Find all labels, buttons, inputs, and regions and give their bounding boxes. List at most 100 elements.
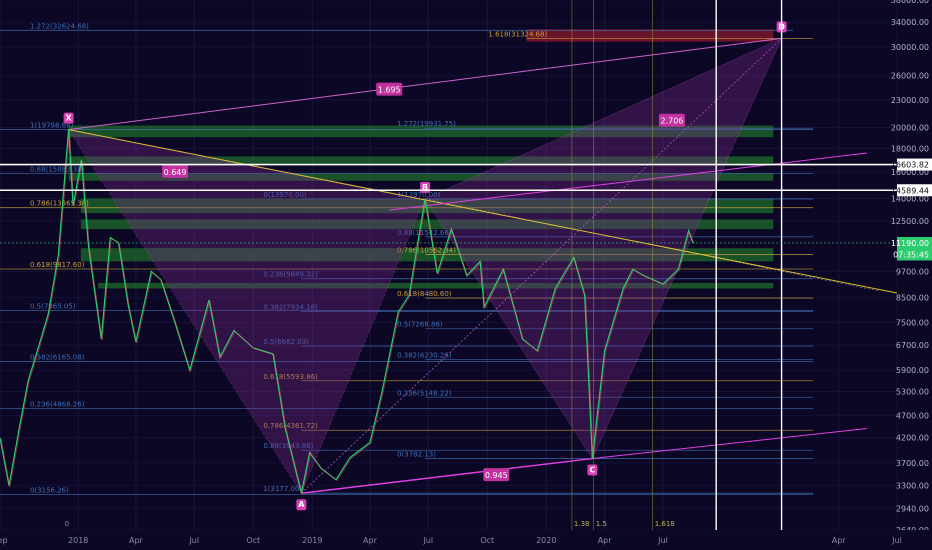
time-tick-label: Oct: [246, 536, 260, 545]
fib-level-label: 0.382(6165.08): [30, 353, 85, 361]
price-tick-label: 5300.00: [896, 387, 929, 396]
fib-level-label: 0.618(9817.60): [30, 261, 85, 269]
fib-level-label: 1.272(32624.68): [30, 22, 89, 30]
fib-levels: 1.272(32624.68) 1.618(31324.68) 1(19798.68…: [0, 22, 814, 495]
fib-level-label: 0.786(10562.34): [397, 246, 456, 254]
fib-time-label: 1.618: [655, 520, 675, 528]
price-tick-label: 14000.00: [891, 194, 929, 203]
price-tick-label: 2940.00: [896, 505, 929, 514]
fib-level-label: 0.382(7934.18): [263, 303, 318, 311]
time-tick-label: Apr: [598, 536, 613, 545]
countdown-badge: [897, 248, 932, 261]
ratio-badge: [376, 82, 403, 96]
pattern-point-badge: [63, 112, 74, 124]
time-tick-label: Jul: [188, 536, 199, 545]
fib-level-label: 0.5(7965.05): [30, 303, 76, 311]
trend-line-lower: [592, 427, 867, 460]
fib-level-label: 0.618(8480.60): [397, 290, 452, 298]
trend-line-yellow: [68, 129, 898, 294]
fib-level-label: 0(13970.00): [263, 191, 307, 199]
fib-zone: [68, 173, 774, 181]
fib-zone: [68, 156, 774, 164]
fib-level-label: 0.88(15883.38): [30, 165, 85, 173]
ratio-label: 1.695: [378, 86, 401, 95]
price-tick-label: 20000.00: [891, 124, 929, 133]
fib-time-label: 1.38: [574, 520, 590, 528]
ratio-label: 0.945: [485, 471, 508, 480]
pattern-point-label: A: [298, 500, 305, 509]
fib-level-label: 0.236(9849.32): [263, 271, 318, 279]
price-tick-label: 3300.00: [896, 482, 929, 491]
time-tick-label: Jul: [422, 536, 433, 545]
fib-zone: [98, 282, 774, 289]
current-price-badge: [897, 236, 932, 249]
ratio-badge: [483, 468, 510, 482]
price-tick-label: 3700.00: [896, 459, 929, 468]
fib-level-label: 0.236(4868.26): [30, 400, 85, 408]
ratio-badge: [162, 164, 189, 178]
fib-time-label: 1.5: [596, 520, 607, 528]
pattern-ac-line: [301, 457, 593, 494]
pattern-xd-line: [68, 37, 782, 131]
price-marker-label: 16603.82: [891, 161, 929, 170]
fib-level-label: 0.5(7268.86): [397, 321, 443, 329]
fib-level-label: 1(13970.00): [397, 191, 441, 199]
countdown-label: 07:35:45: [893, 250, 929, 259]
time-tick-label: 2018: [68, 536, 88, 545]
price-tick-label: 34000.00: [891, 18, 929, 27]
price-tick-label: 6700.00: [896, 341, 929, 350]
price-line-shadow: [0, 130, 695, 495]
fib-level-label: 0.382(6230.26): [397, 351, 452, 359]
price-tick-label: 30000.00: [891, 43, 929, 52]
fib-level-label: 1.272(19931.75): [397, 120, 456, 128]
trend-dotted-line: [425, 198, 878, 292]
time-tick-label: 2019: [302, 536, 322, 545]
fib-zone: [68, 125, 774, 138]
pattern-point-label: C: [590, 466, 596, 475]
pattern-point-badge: [296, 499, 307, 511]
fib-level-label: 0(3782.13): [397, 451, 436, 459]
origin-time-label: 0: [65, 520, 69, 528]
price-series: [0, 129, 695, 495]
fib-level-label: 0.618(5593.86): [263, 373, 318, 381]
price-marker-label: 14589.44: [891, 186, 929, 195]
trend-line-upper: [389, 152, 867, 211]
fib-level-label: 0.786(13365.38): [30, 200, 89, 208]
time-tick-label: Oct: [480, 536, 494, 545]
time-tick-label: 2020: [536, 536, 556, 545]
current-price-label: 11190.00: [891, 239, 929, 248]
price-tick-label: 8500.00: [896, 294, 929, 303]
price-tick-label: 16000.00: [891, 168, 929, 177]
pattern-point-badge: [587, 464, 598, 476]
time-tick-label: Jul: [891, 536, 902, 545]
price-tick-label: 7500.00: [896, 318, 929, 327]
fib-level-label: 0.88(11542.66): [397, 229, 452, 237]
time-axis[interactable]: Sep 2018 Apr Jul Oct 2019 Apr Jul Oct 2020 Apr Jul A…: [0, 530, 932, 550]
pattern-point-label: B: [422, 183, 428, 192]
time-tick-label: Apr: [832, 536, 847, 545]
price-tick-label: 18000.00: [891, 145, 929, 154]
price-tick-label: 23000.00: [891, 96, 929, 105]
harmonic-pattern[interactable]: [67, 37, 898, 495]
price-tick-label: 9700.00: [896, 267, 929, 276]
price-tick-label: 12500.00: [891, 217, 929, 226]
time-tick-label: Apr: [363, 536, 378, 545]
fib-level-label: 1(3177.00): [263, 485, 302, 493]
fib-level-label: 0.236(5148.22): [397, 389, 452, 397]
price-marker-badge: [897, 158, 932, 171]
fib-level-label: 0.88(3943.88): [263, 442, 313, 450]
price-tick-label: 5900.00: [896, 366, 929, 375]
price-tick-label: 4200.00: [896, 434, 929, 443]
time-tick-label: Apr: [129, 536, 144, 545]
price-marker-badge: [897, 184, 932, 197]
fib-level-label: 1.618(31324.68): [488, 30, 547, 38]
pattern-bcd-triangle: [424, 37, 783, 460]
price-tick-label: 4700.00: [896, 411, 929, 420]
time-tick-label: Sep: [0, 536, 8, 545]
price-axis-panel: [897, 0, 932, 550]
fib-level-label: 0.786(4361.72): [263, 422, 318, 430]
